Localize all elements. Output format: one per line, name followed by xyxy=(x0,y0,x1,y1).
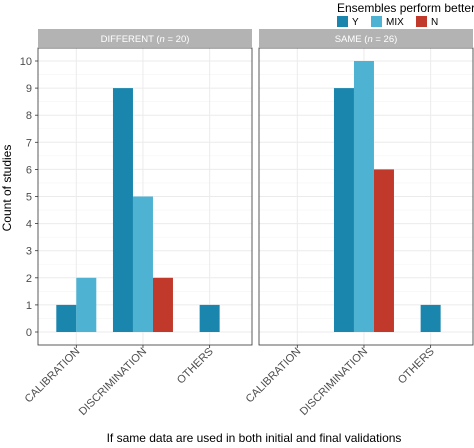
strip-prefix: SAME ( xyxy=(335,34,369,45)
y-tick-label: 5 xyxy=(26,192,32,204)
x-tick-label: CALIBRATION xyxy=(244,346,304,406)
bar-y-others xyxy=(420,304,441,332)
x-tick-label: OTHERS xyxy=(396,346,437,387)
legend-swatch-y xyxy=(337,16,348,27)
legend-label-mix: MIX xyxy=(386,17,404,28)
bar-y-calibration xyxy=(56,304,77,332)
x-tick-label: CALIBRATION xyxy=(23,346,83,406)
strip-n: n xyxy=(160,34,165,45)
x-tick-label: OTHERS xyxy=(175,346,216,387)
legend-label-y: Y xyxy=(352,17,359,28)
facet-panel-0: DIFFERENT (n = 20) CALIBRATIONDISCRIMINAT… xyxy=(23,29,253,418)
strip-n: n xyxy=(367,34,372,45)
bar-n-discrimination xyxy=(152,277,173,332)
x-axis-title: If same data are used in both initial an… xyxy=(107,431,402,445)
y-tick-label: 1 xyxy=(26,300,32,312)
y-tick-label: 4 xyxy=(26,219,32,231)
y-tick-label: 7 xyxy=(26,137,32,149)
y-tick-label: 10 xyxy=(20,56,32,68)
legend-swatch-mix xyxy=(371,16,382,27)
facet-strip xyxy=(259,29,473,47)
legend-title: Ensembles perform better xyxy=(337,1,474,15)
x-tick-label: DISCRIMINATION xyxy=(77,346,149,418)
bar-mix-discrimination xyxy=(353,61,374,332)
bar-mix-discrimination xyxy=(132,196,153,332)
y-tick-label: 2 xyxy=(26,273,32,285)
strip-prefix: DIFFERENT ( xyxy=(101,34,161,45)
bar-y-others xyxy=(199,304,220,332)
panel-border xyxy=(258,47,474,346)
bar-y-discrimination xyxy=(333,88,354,332)
bar-n-discrimination xyxy=(373,169,394,332)
strip-suffix: = 26) xyxy=(373,34,398,45)
legend-swatch-n xyxy=(416,16,427,27)
strip-suffix: = 20) xyxy=(165,34,190,45)
y-tick-label: 8 xyxy=(26,110,32,122)
bar-y-discrimination xyxy=(112,88,133,332)
facet-strip xyxy=(38,29,252,47)
y-tick-label: 9 xyxy=(26,83,32,95)
y-tick-label: 3 xyxy=(26,246,32,258)
facet-strip-label: SAME (n = 26) xyxy=(335,34,398,45)
legend-label-n: N xyxy=(431,17,438,28)
facet-strip-label: DIFFERENT (n = 20) xyxy=(101,34,190,45)
bar-mix-calibration xyxy=(76,277,97,332)
x-tick-label: DISCRIMINATION xyxy=(298,346,370,418)
y-tick-label: 6 xyxy=(26,164,32,176)
legend: Ensembles perform better Y MIX N xyxy=(337,1,474,28)
y-tick-label: 0 xyxy=(26,327,32,339)
y-axis-title: Count of studies xyxy=(0,145,14,232)
